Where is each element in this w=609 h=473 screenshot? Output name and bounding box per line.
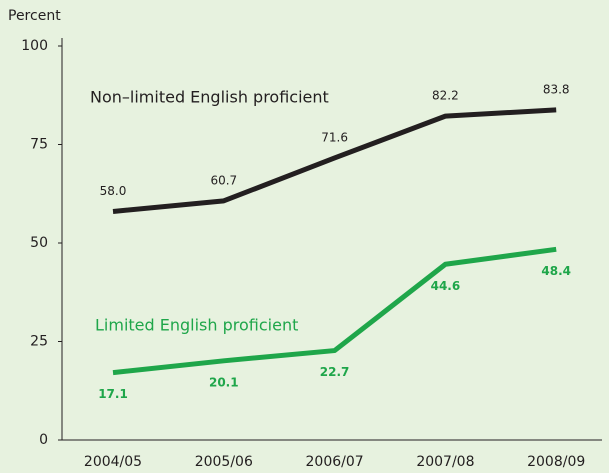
x-tick-label: 2006/07 bbox=[306, 454, 364, 470]
value-label: 44.6 bbox=[431, 279, 461, 293]
series-label: Limited English proficient bbox=[95, 316, 298, 335]
y-tick-label: 50 bbox=[30, 235, 48, 251]
x-tick-label: 2007/08 bbox=[416, 454, 474, 470]
value-label: 83.8 bbox=[543, 82, 570, 96]
value-label: 58.0 bbox=[100, 184, 127, 198]
value-label: 82.2 bbox=[432, 89, 459, 103]
series-line bbox=[112, 246, 557, 376]
value-label: 22.7 bbox=[320, 365, 350, 379]
series-label: Non–limited English proficient bbox=[90, 88, 329, 107]
value-label: 17.1 bbox=[98, 387, 128, 401]
value-label: 48.4 bbox=[541, 264, 571, 278]
y-tick-label: 0 bbox=[39, 432, 48, 448]
y-axis-label: Percent bbox=[8, 8, 61, 24]
value-label: 20.1 bbox=[209, 375, 239, 389]
y-tick-label: 25 bbox=[30, 334, 48, 350]
value-label: 60.7 bbox=[210, 173, 237, 187]
series-line bbox=[112, 107, 557, 214]
y-tick-label: 75 bbox=[30, 137, 48, 153]
x-tick-label: 2004/05 bbox=[84, 454, 142, 470]
x-tick-label: 2008/09 bbox=[527, 454, 585, 470]
value-label: 71.6 bbox=[321, 130, 348, 144]
x-tick-label: 2005/06 bbox=[195, 454, 253, 470]
y-tick-label: 100 bbox=[21, 38, 48, 54]
